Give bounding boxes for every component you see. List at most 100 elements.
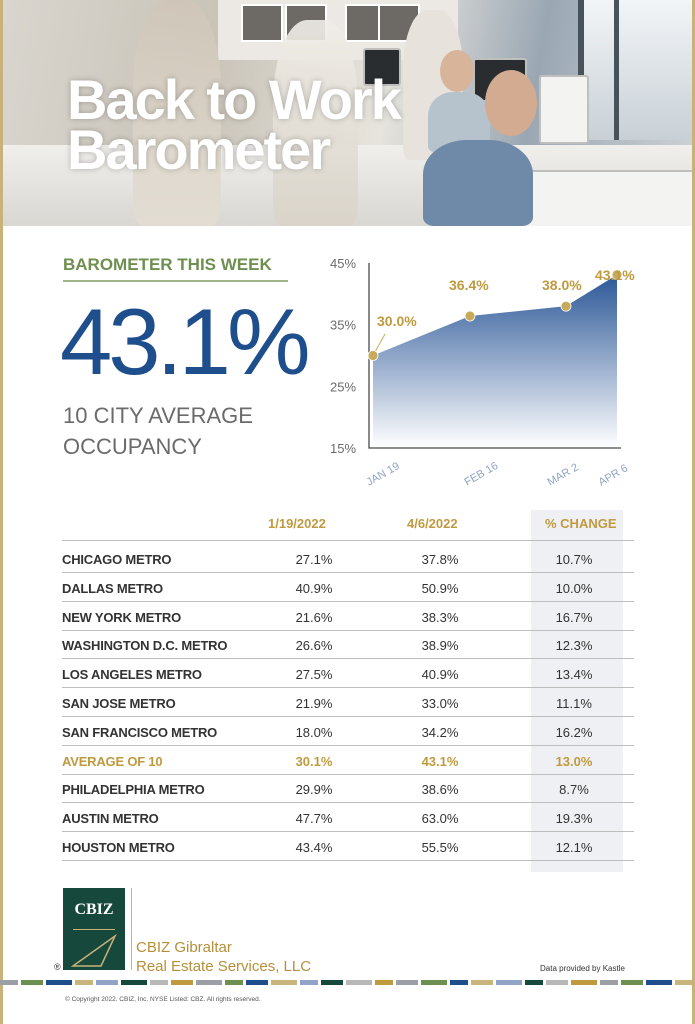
x-tick-label: FEB 16 [463,460,501,489]
hero-person-walking [273,20,358,226]
occupancy-area-chart: 45% 35% 25% 15% JAN 19 FEB 16 MAR 2 APR 6 30.0% 3… [330,256,635,489]
hero-window [578,0,692,140]
hero-photo: Back to Work Barometer [3,0,692,226]
stripe-segment [450,980,468,985]
stripe-segment [375,980,393,985]
row-city: DALLAS METRO [62,580,163,596]
stripe-segment [496,980,522,985]
hero-man-at-desk [423,140,533,226]
row-value: 21.9% [295,696,333,711]
stripe-segment [525,980,543,985]
stripe-segment [321,980,343,985]
row-city: AUSTIN METRO [62,811,159,827]
area-series [373,274,617,448]
row-city: CHICAGO METRO [62,552,172,567]
decorative-stripes [0,980,695,989]
data-label: 36.4% [449,277,489,293]
data-label: 38.0% [542,277,582,293]
row-value: 13.0% [555,753,593,769]
stripe-segment [600,980,618,985]
row-city: LOS ANGELES METRO [62,667,202,683]
stripe-segment [571,980,597,985]
table-row: PHILADELPHIA METRO 29.9% 38.6% 8.7% [62,774,634,804]
barometer-rule [63,280,288,282]
row-value: 50.9% [421,580,459,596]
stripe-segment [271,980,297,985]
hero-person-head [440,50,474,92]
row-value: 40.9% [421,667,459,683]
row-value: 10.7% [555,552,593,567]
table-row: HOUSTON METRO 43.4% 55.5% 12.1% [62,832,634,861]
row-value: 10.0% [555,580,593,596]
row-value: 8.7% [559,782,589,798]
row-value: 12.3% [555,638,593,654]
registered-mark: ® [54,962,61,972]
row-city: HOUSTON METRO [62,840,175,855]
header-date-1: 1/19/2022 [268,516,326,531]
row-value: 38.6% [421,782,459,798]
row-value: 63.0% [421,811,459,827]
row-value: 16.7% [555,609,593,625]
row-value: 30.1% [295,753,333,769]
header-change: % CHANGE [545,516,617,531]
row-value: 27.5% [295,667,333,683]
stripe-segment [646,980,672,985]
stripe-segment [246,980,268,985]
table-row: SAN JOSE METRO 21.9% 33.0% 11.1% [62,688,634,717]
cbiz-logo: CBIZ [63,888,125,970]
row-value: 12.1% [555,840,593,855]
row-value: 37.8% [421,552,459,567]
row-value: 16.2% [555,724,593,740]
y-tick-label: 35% [330,318,356,333]
stripe-segment [675,980,693,985]
table-row: LOS ANGELES METRO 27.5% 40.9% 13.4% [62,659,634,689]
row-value: 43.4% [295,840,333,855]
row-value: 18.0% [295,724,333,740]
header-date-2: 4/6/2022 [407,516,458,531]
stripe-segment [121,980,147,985]
table-row: CHICAGO METRO 27.1% 37.8% 10.7% [62,544,634,573]
row-city: SAN FRANCISCO METRO [62,724,218,740]
table-row: NEW YORK METRO 21.6% 38.3% 16.7% [62,602,634,631]
stripe-segment [75,980,93,985]
row-value: 11.1% [556,696,592,711]
change-column-highlight [531,510,623,872]
stripe-segment [546,980,568,985]
row-value: 19.3% [555,811,593,827]
row-city: NEW YORK METRO [62,609,182,625]
stripe-segment [196,980,222,985]
hero-person-walking [133,0,221,226]
row-value: 47.7% [295,811,333,827]
wall-poster [241,4,283,42]
row-value: 34.2% [421,724,459,740]
hero-title: Back to Work Barometer [67,68,402,181]
row-city: AVERAGE OF 10 [62,753,163,769]
y-tick-label: 45% [330,256,356,271]
row-value: 13.4% [555,667,593,683]
row-value: 21.6% [295,609,333,625]
chart-axes [368,263,621,449]
table-row: DALLAS METRO 40.9% 50.9% 10.0% [62,573,634,602]
stripe-segment [471,980,493,985]
company-name: CBIZ Gibraltar Real Estate Services, LLC [136,939,312,975]
row-value: 29.9% [295,782,333,798]
barometer-subtitle: 10 CITY AVERAGE OCCUPANCY [63,403,253,459]
row-value: 38.3% [421,609,459,625]
stripe-segment [171,980,193,985]
data-label: 43.1% [595,267,635,283]
row-value: 38.9% [421,638,459,654]
data-label: 30.0% [377,313,417,329]
data-point [464,310,476,322]
hero-man-head [485,70,537,136]
stripe-segment [46,980,72,985]
logo-mark-icon [71,933,117,967]
table-row: SAN FRANCISCO METRO 18.0% 34.2% 16.2% [62,717,634,746]
row-value: 27.1% [295,552,333,567]
row-value: 55.5% [421,840,459,855]
table-header-rule [62,512,634,541]
logo-divider [131,888,132,970]
row-value: 33.0% [421,696,459,711]
data-credit: Data provided by Kastle [540,964,625,973]
logo-text: CBIZ [74,901,114,918]
